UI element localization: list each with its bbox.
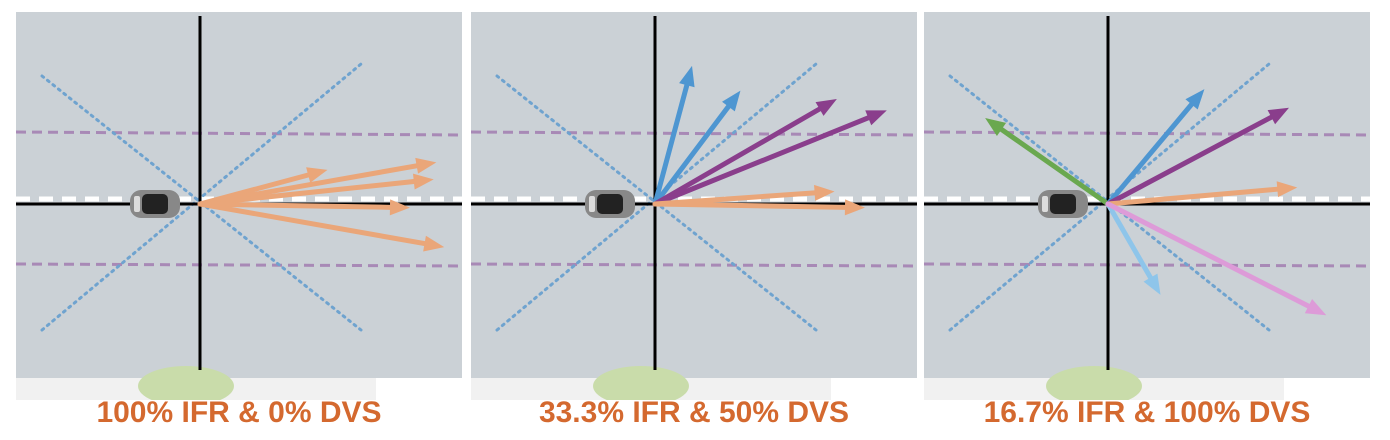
bush xyxy=(1046,366,1142,400)
caption-1: 100% IFR & 0% DVS xyxy=(96,396,382,429)
lane-boundary-upper xyxy=(471,130,917,137)
trajectory-arrow-head xyxy=(1304,299,1327,316)
trajectory-arrow-shaft xyxy=(652,201,848,210)
car-roof xyxy=(142,194,168,214)
panel-2 xyxy=(471,12,917,400)
trajectory-arrow-shaft xyxy=(652,106,823,207)
trajectory-arrow-head xyxy=(1267,107,1290,125)
caption-3: 16.7% IFR & 100% DVS xyxy=(983,396,1311,429)
trajectory-arrow-head xyxy=(412,173,434,190)
trajectory-arrow-shaft xyxy=(1105,201,1311,309)
trajectory-arrow-shaft xyxy=(1105,186,1280,207)
car-roof xyxy=(597,194,623,214)
trajectory-arrow-shaft xyxy=(1105,114,1274,207)
lane-boundary-lower xyxy=(16,262,462,268)
car-icon xyxy=(585,190,635,218)
road-surface xyxy=(924,12,1370,378)
trajectory-arrow-head xyxy=(1276,181,1298,198)
caption-2: 33.3% IFR & 50% DVS xyxy=(538,396,850,429)
trajectory-arrow-shaft xyxy=(197,201,428,247)
car-rear xyxy=(134,196,140,212)
lane-boundary-upper xyxy=(924,130,1370,137)
trajectory-arrow-head xyxy=(415,157,437,174)
lane-boundary-lower xyxy=(924,262,1370,268)
scenario-diagram-1 xyxy=(16,12,462,400)
trajectory-arrow-shaft xyxy=(1105,201,1153,281)
scenario-diagram-3 xyxy=(924,12,1370,400)
trajectory-arrow-head xyxy=(865,110,887,126)
diagonal-guide-2 xyxy=(40,62,363,332)
diagonal-guide-2 xyxy=(495,62,818,332)
trajectory-arrow-shaft xyxy=(197,179,417,207)
trajectory-arrow-head xyxy=(389,199,410,216)
car-rear xyxy=(589,196,595,212)
car-rear xyxy=(1042,196,1048,212)
trajectory-arrow-shaft xyxy=(1105,101,1195,207)
trajectory-arrow-head xyxy=(423,235,445,252)
trajectory-arrow-head xyxy=(844,199,865,216)
trajectory-arrow-shaft xyxy=(652,104,731,207)
trajectory-arrow-shaft xyxy=(197,201,393,210)
trajectory-arrow-head xyxy=(1185,89,1205,110)
car-roof xyxy=(1050,194,1076,214)
trajectory-arrow-shaft xyxy=(652,82,690,207)
car-icon xyxy=(1038,190,1088,218)
road-surface xyxy=(471,12,917,378)
trajectory-arrow-head xyxy=(679,65,695,88)
trajectory-arrow-shaft xyxy=(197,163,420,207)
diagonal-guide-2 xyxy=(948,62,1271,332)
panel-1 xyxy=(16,12,462,400)
bush xyxy=(138,366,234,400)
trajectory-arrow-head xyxy=(306,167,328,183)
panel-3 xyxy=(924,12,1370,400)
trajectory-arrow-shaft xyxy=(999,126,1111,207)
trajectory-arrow-head xyxy=(815,99,837,116)
trajectory-arrow-head xyxy=(722,90,741,112)
lane-boundary-upper xyxy=(16,130,462,137)
car-icon xyxy=(130,190,180,218)
trajectory-arrow-head xyxy=(985,117,1007,136)
lane-boundary-lower xyxy=(471,262,917,268)
scenario-diagram-2 xyxy=(471,12,917,400)
trajectory-arrow-shaft xyxy=(652,115,871,207)
bush xyxy=(593,366,689,400)
trajectory-arrow-head xyxy=(814,184,835,201)
trajectory-arrow-head xyxy=(1143,273,1161,295)
